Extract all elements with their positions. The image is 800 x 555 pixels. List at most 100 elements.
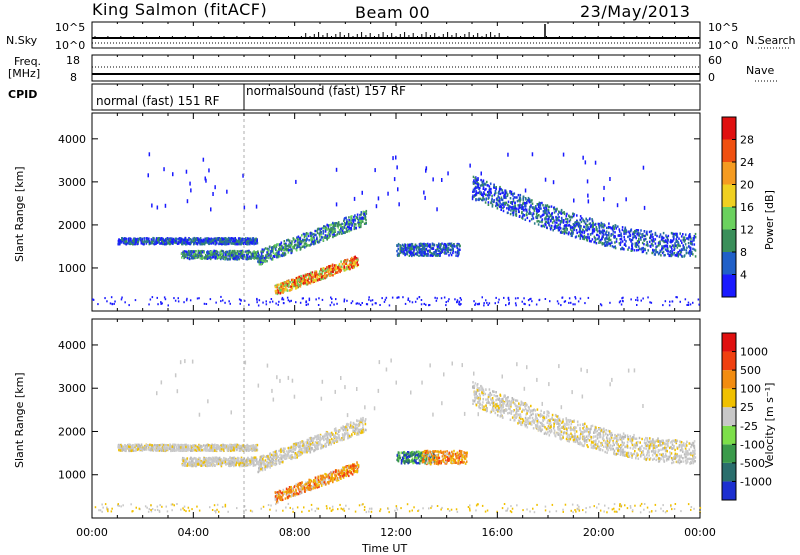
echo-cell bbox=[601, 224, 603, 226]
echo-cell bbox=[353, 265, 355, 267]
echo-cell bbox=[508, 303, 510, 305]
echo-cell bbox=[213, 250, 215, 252]
echo-cell bbox=[183, 257, 185, 259]
echo-cell bbox=[598, 237, 600, 239]
echo-cell bbox=[275, 292, 277, 294]
echo-cell bbox=[698, 299, 700, 301]
echo-cell bbox=[662, 304, 664, 306]
echo-cell bbox=[624, 244, 626, 246]
echo-cell bbox=[357, 264, 359, 266]
echo-cell bbox=[250, 239, 252, 241]
echo-cell bbox=[493, 185, 495, 187]
echo-cell bbox=[630, 298, 632, 300]
echo-cell bbox=[207, 255, 209, 257]
echo-cell bbox=[474, 194, 476, 196]
echo-cell bbox=[220, 296, 222, 298]
echo-cell bbox=[641, 300, 643, 302]
echo-cell bbox=[661, 248, 663, 250]
echo-cell bbox=[587, 194, 589, 198]
echo-cell bbox=[499, 202, 501, 204]
echo-cell bbox=[187, 242, 189, 244]
echo-cell bbox=[617, 203, 619, 207]
echo-cell bbox=[354, 225, 356, 227]
echo-cell bbox=[447, 300, 449, 302]
echo-cell bbox=[385, 299, 387, 301]
echo-cell bbox=[322, 278, 324, 280]
echo-cell bbox=[481, 199, 483, 201]
echo-cell bbox=[208, 168, 210, 172]
echo-cell bbox=[565, 218, 567, 220]
echo-cell bbox=[181, 238, 183, 240]
echo-cell bbox=[580, 298, 582, 300]
echo-cell bbox=[205, 179, 207, 183]
echo-cell bbox=[589, 218, 591, 220]
echo-cell bbox=[522, 301, 524, 303]
echo-cell bbox=[214, 447, 216, 449]
echo-cell bbox=[295, 301, 297, 303]
echo-cell bbox=[285, 253, 287, 255]
echo-cell bbox=[542, 218, 544, 220]
echo-cell bbox=[446, 249, 448, 251]
echo-cell bbox=[398, 202, 400, 206]
echo-cell bbox=[549, 300, 551, 302]
echo-cell bbox=[634, 249, 636, 251]
echo-cell bbox=[269, 246, 271, 248]
echo-cell bbox=[676, 236, 678, 238]
echo-cell bbox=[561, 210, 563, 212]
power-colorbar-tick-label: 20 bbox=[740, 179, 754, 192]
echo-cell bbox=[638, 241, 640, 243]
echo-cell bbox=[370, 300, 372, 302]
echo-cell bbox=[351, 260, 353, 262]
echo-cell bbox=[362, 302, 364, 304]
echo-cell bbox=[347, 226, 349, 228]
echo-cell bbox=[216, 242, 218, 244]
echo-cell bbox=[343, 263, 345, 265]
echo-cell bbox=[558, 303, 560, 305]
echo-cell bbox=[348, 221, 350, 223]
echo-cell bbox=[491, 195, 493, 197]
echo-cell bbox=[337, 225, 339, 227]
echo-cell bbox=[172, 172, 174, 176]
echo-cell bbox=[271, 247, 273, 249]
echo-cell bbox=[210, 298, 212, 300]
echo-cell bbox=[676, 296, 678, 298]
echo-cell bbox=[587, 236, 589, 238]
echo-cell bbox=[405, 246, 407, 248]
echo-cell bbox=[112, 303, 114, 305]
echo-cell bbox=[132, 444, 134, 446]
echo-cell bbox=[570, 302, 572, 304]
echo-cell bbox=[606, 227, 608, 229]
echo-cell bbox=[584, 221, 586, 223]
echo-cell bbox=[552, 229, 554, 231]
echo-cell bbox=[628, 246, 630, 248]
echo-cell bbox=[432, 253, 434, 255]
echo-cell bbox=[159, 239, 161, 241]
echo-cell bbox=[199, 242, 201, 244]
echo-cell bbox=[297, 238, 299, 240]
echo-cell bbox=[336, 168, 338, 172]
echo-cell bbox=[223, 256, 225, 258]
echo-cell bbox=[231, 242, 233, 244]
echo-cell bbox=[331, 302, 333, 304]
echo-cell bbox=[681, 235, 683, 237]
echo-cell bbox=[224, 444, 226, 446]
echo-cell bbox=[314, 272, 316, 274]
echo-cell bbox=[187, 239, 189, 241]
echo-cell bbox=[686, 247, 688, 249]
echo-cell bbox=[277, 284, 279, 286]
echo-cell bbox=[661, 238, 663, 240]
echo-cell bbox=[440, 252, 442, 254]
echo-cell bbox=[202, 251, 204, 253]
echo-cell bbox=[460, 297, 462, 299]
echo-cell bbox=[188, 250, 190, 252]
echo-cell bbox=[527, 217, 529, 219]
echo-cell bbox=[326, 224, 328, 226]
echo-cell bbox=[515, 304, 517, 306]
power-colorbar-segment bbox=[722, 207, 736, 230]
echo-cell bbox=[433, 251, 435, 253]
echo-cell bbox=[344, 231, 346, 233]
echo-cell bbox=[374, 168, 376, 172]
echo-cell bbox=[321, 236, 323, 238]
echo-cell bbox=[312, 237, 314, 239]
echo-cell bbox=[560, 231, 562, 233]
